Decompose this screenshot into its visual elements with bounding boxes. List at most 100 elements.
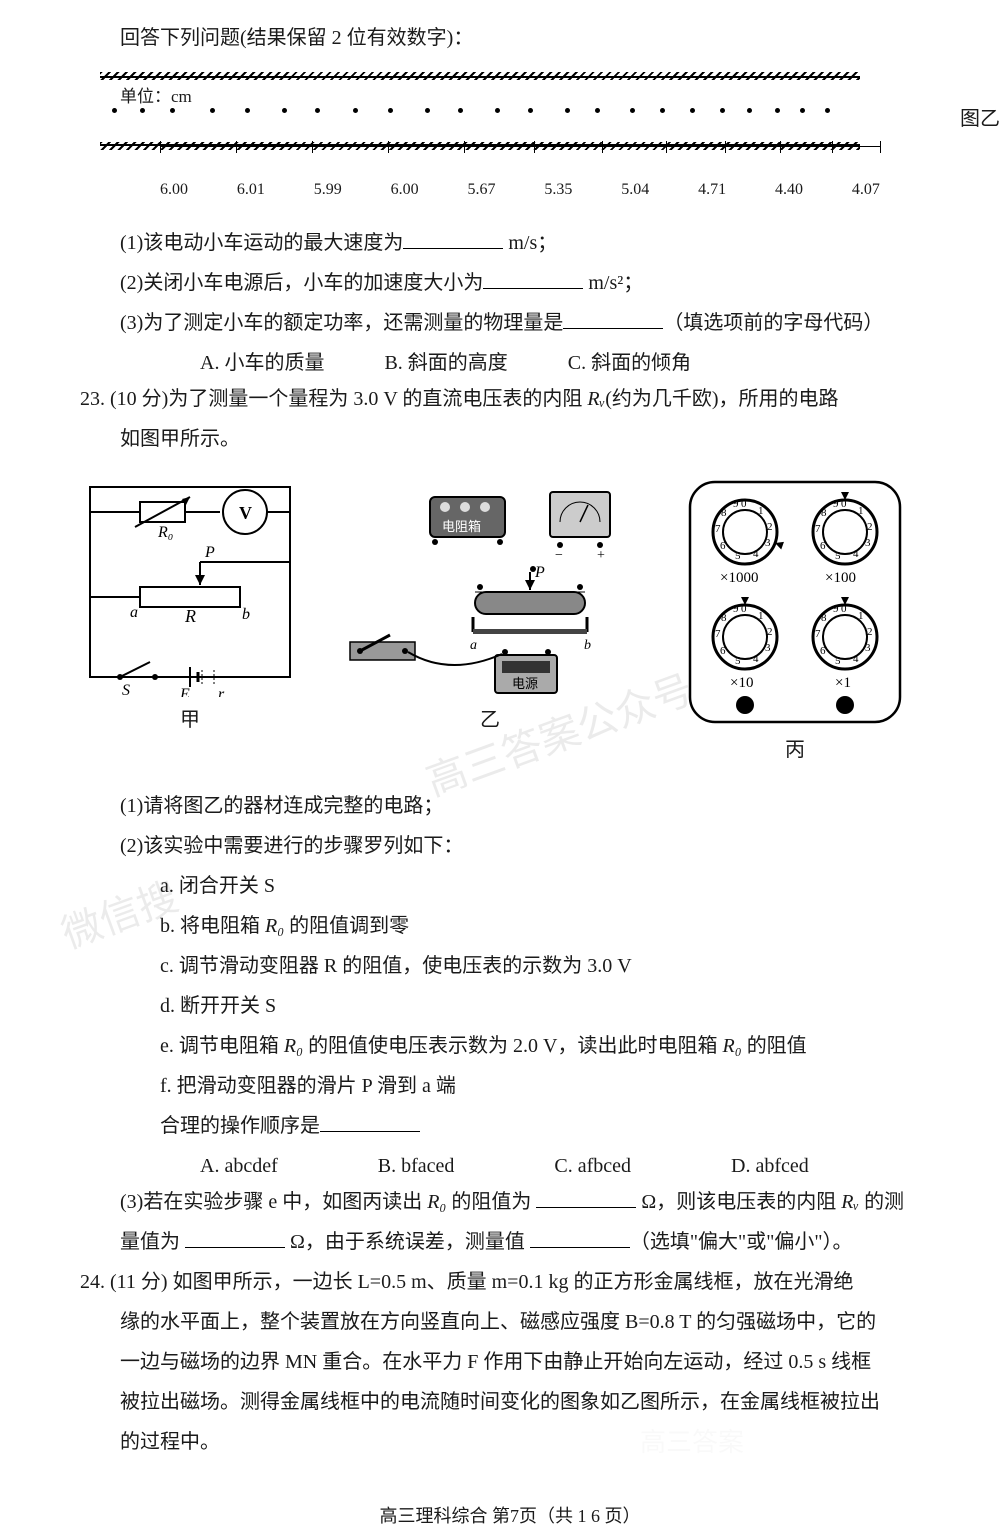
tape-tick xyxy=(832,141,833,153)
q1-2-text: (2)关闭小车电源后，小车的加速度大小为 xyxy=(120,272,483,294)
tape-tick xyxy=(464,141,465,153)
r0: R₀ xyxy=(265,915,284,937)
svg-text:4: 4 xyxy=(853,653,859,665)
option-b: B. 斜面的高度 xyxy=(384,345,507,381)
r0: R₀ xyxy=(284,1035,303,1057)
q1-1-text: (1)该电动小车运动的最大速度为 xyxy=(120,232,403,254)
tape-tick xyxy=(780,141,781,153)
tape-dot xyxy=(690,108,695,113)
b-label: b xyxy=(584,638,591,653)
svg-text:1: 1 xyxy=(758,610,764,622)
p-label: P xyxy=(204,544,215,561)
svg-text:5: 5 xyxy=(735,550,741,562)
blank xyxy=(536,1186,636,1208)
bing-label: 丙 xyxy=(680,732,910,768)
tape-dot xyxy=(282,108,287,113)
circuit-jia: R₀ V P a b R S xyxy=(80,477,300,738)
svg-text:7: 7 xyxy=(815,523,821,535)
svg-text:3: 3 xyxy=(765,642,771,654)
step-a: a. 闭合开关 S xyxy=(80,868,940,904)
m10: ×10 xyxy=(730,675,753,691)
tape-values: 6.006.015.996.005.675.355.044.714.404.07 xyxy=(160,176,880,205)
tape-value: 4.07 xyxy=(852,176,880,205)
svg-text:9: 9 xyxy=(833,498,839,510)
svg-text:4: 4 xyxy=(753,548,759,560)
blank xyxy=(530,1226,630,1248)
svg-text:1: 1 xyxy=(858,610,864,622)
step-d: d. 断开开关 S xyxy=(80,988,940,1024)
m100: ×100 xyxy=(825,570,856,586)
tape-dot xyxy=(747,108,752,113)
svg-text:4: 4 xyxy=(853,548,859,560)
option-b: B. bfaced xyxy=(378,1148,455,1184)
blank xyxy=(403,227,503,249)
e-label: E xyxy=(179,686,190,697)
tape-dot xyxy=(353,108,358,113)
svg-text:1: 1 xyxy=(758,505,764,517)
q24-l3: 一边与磁场的边界 MN 重合。在水平力 F 作用下由静止开始向左运动，经过 0.… xyxy=(80,1344,940,1380)
q23-num: 23. xyxy=(80,388,110,410)
q23-2: (2)该实验中需要进行的步骤罗列如下： xyxy=(80,828,940,864)
tape-dot xyxy=(720,108,725,113)
yi-label: 乙 xyxy=(330,702,650,738)
svg-text:6: 6 xyxy=(820,540,826,552)
q1-3: (3)为了测定小车的额定功率，还需测量的物理量是（填选项前的字母代码） xyxy=(80,305,940,341)
tape-value: 5.35 xyxy=(544,176,572,205)
q23-3-line2: 量值为 Ω，由于系统误差，测量值 （选填"偏大"或"偏小"）。 xyxy=(80,1224,940,1260)
tape-tick xyxy=(602,141,603,153)
step-e-3: 的阻值 xyxy=(742,1035,807,1057)
r0: R₀ xyxy=(723,1035,742,1057)
tape-value: 5.67 xyxy=(468,176,496,205)
m1000: ×1000 xyxy=(720,570,758,586)
tape-tick xyxy=(236,141,237,153)
q23-3-unit1: Ω，则该电压表的内阻 xyxy=(636,1191,841,1213)
tape-tick xyxy=(880,141,881,153)
tape-tick xyxy=(534,141,535,153)
tape-value: 4.40 xyxy=(775,176,803,205)
q1-options: A. 小车的质量 B. 斜面的高度 C. 斜面的倾角 xyxy=(80,345,940,381)
tape-tick xyxy=(666,141,667,153)
tape-tick xyxy=(312,141,313,153)
order-line: 合理的操作顺序是 xyxy=(80,1108,940,1144)
svg-text:1: 1 xyxy=(858,505,864,517)
q23-text1: (10 分)为了测量一个量程为 3.0 V 的直流电压表的内阻 xyxy=(110,388,587,410)
q23-3-3: 的测 xyxy=(859,1191,904,1213)
tape-unit-label: 单位：cm xyxy=(120,82,192,113)
tape-value: 6.00 xyxy=(391,176,419,205)
svg-text:7: 7 xyxy=(715,628,721,640)
r0-label: R₀ xyxy=(157,524,173,541)
tape-dot xyxy=(140,108,145,113)
tape-scale xyxy=(160,146,880,176)
header-text: 回答下列问题(结果保留 2 位有效数字)： xyxy=(80,20,940,56)
m1: ×1 xyxy=(835,675,851,691)
svg-text:5: 5 xyxy=(835,550,841,562)
tape-dot xyxy=(425,108,430,113)
tape-right-label: 图乙 xyxy=(960,101,1000,137)
tape-dot xyxy=(495,108,500,113)
tape-dot xyxy=(630,108,635,113)
page-footer: 高三理科综合 第7页（共 1 6 页） xyxy=(80,1500,940,1532)
blank xyxy=(320,1110,420,1132)
svg-text:0: 0 xyxy=(841,603,847,615)
tape-value: 6.01 xyxy=(237,176,265,205)
svg-text:2: 2 xyxy=(867,626,873,638)
tape-dot xyxy=(565,108,570,113)
q24-num: 24. xyxy=(80,1271,110,1293)
tape-body: 单位：cm xyxy=(100,76,860,146)
svg-text:8: 8 xyxy=(721,507,727,519)
tape-dot xyxy=(458,108,463,113)
tape-value: 5.99 xyxy=(314,176,342,205)
q23-line1: 23. (10 分)为了测量一个量程为 3.0 V 的直流电压表的内阻 Rᵥ(约… xyxy=(80,381,940,417)
tape-dot xyxy=(112,108,117,113)
r-label: R xyxy=(184,606,196,626)
tape-dot xyxy=(595,108,600,113)
svg-text:0: 0 xyxy=(741,498,747,510)
svg-text:0: 0 xyxy=(841,498,847,510)
q23-3-unit2: Ω，由于系统误差，测量值 xyxy=(285,1231,530,1253)
q23-line2: 如图甲所示。 xyxy=(80,421,940,457)
a-label: a xyxy=(470,638,477,653)
svg-text:7: 7 xyxy=(815,628,821,640)
plus: + xyxy=(597,548,605,563)
order-options: A. abcdef B. bfaced C. afbced D. abfced xyxy=(80,1148,940,1184)
svg-text:9: 9 xyxy=(733,603,739,615)
